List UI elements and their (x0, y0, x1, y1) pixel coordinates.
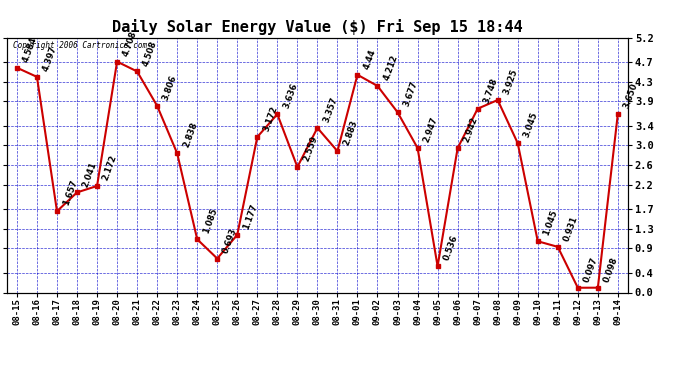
Text: 1.045: 1.045 (542, 209, 560, 237)
Text: 3.045: 3.045 (522, 111, 540, 139)
Text: 4.584: 4.584 (21, 36, 39, 63)
Text: Daily Solar Energy Value ($) Fri Sep 15 18:44: Daily Solar Energy Value ($) Fri Sep 15 … (112, 19, 523, 35)
Text: 4.708: 4.708 (121, 30, 139, 57)
Text: 0.098: 0.098 (602, 256, 620, 284)
Text: 2.838: 2.838 (181, 121, 199, 149)
Text: 4.212: 4.212 (382, 54, 400, 82)
Text: 2.172: 2.172 (101, 154, 119, 182)
Text: 3.748: 3.748 (482, 76, 500, 105)
Text: 2.041: 2.041 (81, 160, 99, 188)
Text: 1.085: 1.085 (201, 207, 219, 235)
Text: 3.650: 3.650 (622, 81, 640, 110)
Text: 3.677: 3.677 (402, 80, 419, 108)
Text: 3.925: 3.925 (502, 68, 520, 96)
Text: 0.693: 0.693 (221, 226, 239, 254)
Text: 2.947: 2.947 (422, 116, 440, 144)
Text: 2.883: 2.883 (342, 119, 359, 147)
Text: 0.931: 0.931 (562, 215, 580, 243)
Text: 1.657: 1.657 (61, 179, 79, 207)
Text: 2.559: 2.559 (302, 135, 319, 163)
Text: 4.397: 4.397 (41, 45, 59, 73)
Text: 3.357: 3.357 (322, 96, 339, 124)
Text: 4.508: 4.508 (141, 39, 159, 67)
Text: 3.806: 3.806 (161, 74, 179, 102)
Text: Copyright 2006 Cartronics.com: Copyright 2006 Cartronics.com (13, 41, 147, 50)
Text: 2.942: 2.942 (462, 116, 480, 144)
Text: 3.172: 3.172 (262, 105, 279, 133)
Text: 4.44: 4.44 (362, 48, 377, 70)
Text: 0.097: 0.097 (582, 256, 600, 284)
Text: 3.636: 3.636 (282, 82, 299, 110)
Text: 1.177: 1.177 (241, 202, 259, 231)
Text: 0.536: 0.536 (442, 234, 460, 262)
